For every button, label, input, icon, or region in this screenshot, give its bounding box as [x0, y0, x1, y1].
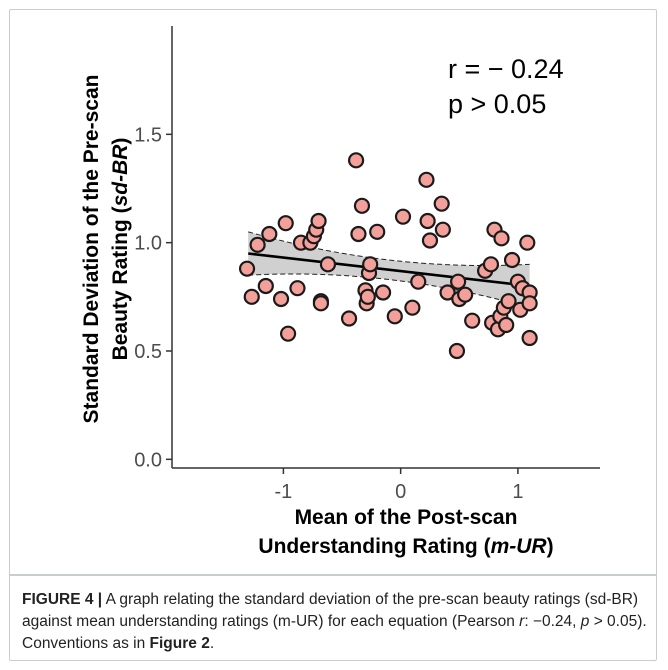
y-tick-label: 0.5 — [134, 341, 162, 363]
caption-p-symbol: p — [580, 613, 590, 630]
x-axis-title-line2: Understanding Rating (m-UR) — [258, 535, 553, 558]
figure-label: FIGURE 4 | — [22, 591, 103, 608]
data-point — [279, 325, 297, 342]
caption-text-1: A graph relating the standard deviation … — [22, 591, 639, 630]
data-point — [482, 256, 500, 273]
regression-line — [248, 252, 530, 288]
data-point — [374, 284, 392, 301]
data-point — [289, 280, 306, 297]
data-point — [369, 223, 386, 240]
data-point — [519, 234, 536, 251]
data-point — [500, 293, 517, 310]
x-tick-label: 1 — [512, 481, 523, 503]
data-point — [261, 225, 278, 243]
data-point — [419, 212, 436, 230]
data-point — [353, 197, 371, 214]
data-point — [310, 212, 327, 230]
data-point — [272, 290, 290, 308]
figure-frame — [9, 9, 657, 661]
data-point — [243, 288, 260, 305]
data-point — [448, 342, 466, 360]
x-tick-label: 0 — [395, 481, 406, 503]
data-point — [450, 273, 467, 290]
data-point — [249, 236, 266, 253]
data-point — [238, 260, 256, 277]
caption-text-3: > 0.05). Conventions as in — [22, 613, 647, 652]
data-point — [277, 215, 294, 232]
correlation-annotation: r = − 0.24 — [448, 54, 564, 84]
y-tick-label: 1.0 — [134, 233, 162, 255]
data-point — [362, 256, 379, 273]
caption-text-4: . — [209, 635, 215, 652]
data-point — [347, 152, 365, 169]
figure-caption: FIGURE 4 | A graph relating the standard… — [22, 589, 652, 655]
y-axis-title-line2: Beauty Rating (sd-BR) — [109, 138, 132, 361]
data-point — [521, 329, 538, 347]
caption-text-2: : −0.24, — [524, 613, 581, 630]
data-point — [312, 295, 330, 312]
data-point — [503, 251, 521, 269]
data-point — [386, 308, 403, 325]
caption-r-symbol: r — [519, 613, 525, 630]
y-axis-title-line1: Standard Deviation of the Pre-scan — [80, 75, 103, 424]
p-value-annotation: p > 0.05 — [448, 89, 546, 119]
data-point — [457, 286, 474, 303]
x-axis-title-line1: Mean of the Post-scan — [295, 506, 518, 529]
caption-figure-ref: Figure 2 — [149, 635, 210, 652]
data-point — [404, 299, 421, 316]
data-point — [394, 208, 412, 225]
data-point — [340, 310, 358, 327]
caption-divider — [10, 574, 656, 576]
data-point — [257, 277, 274, 295]
confidence-lower-bound — [248, 273, 530, 309]
data-point — [521, 295, 538, 312]
data-point — [498, 316, 515, 334]
data-point — [434, 221, 451, 238]
data-point — [418, 171, 435, 188]
x-tick-label: -1 — [274, 481, 292, 503]
data-point — [350, 225, 367, 243]
data-point — [433, 195, 450, 212]
data-point — [410, 273, 427, 290]
data-point — [464, 312, 481, 329]
y-tick-label: 1.5 — [134, 124, 162, 146]
data-point — [319, 256, 337, 273]
data-point — [493, 230, 510, 247]
y-tick-label: 0.0 — [134, 449, 162, 471]
data-point — [359, 288, 376, 305]
data-point — [421, 232, 439, 249]
scatter-chart: -1 0 1 0.0 0.5 1.0 1.5 r = − 0.24 p > 0.05 Mea… — [80, 26, 600, 558]
